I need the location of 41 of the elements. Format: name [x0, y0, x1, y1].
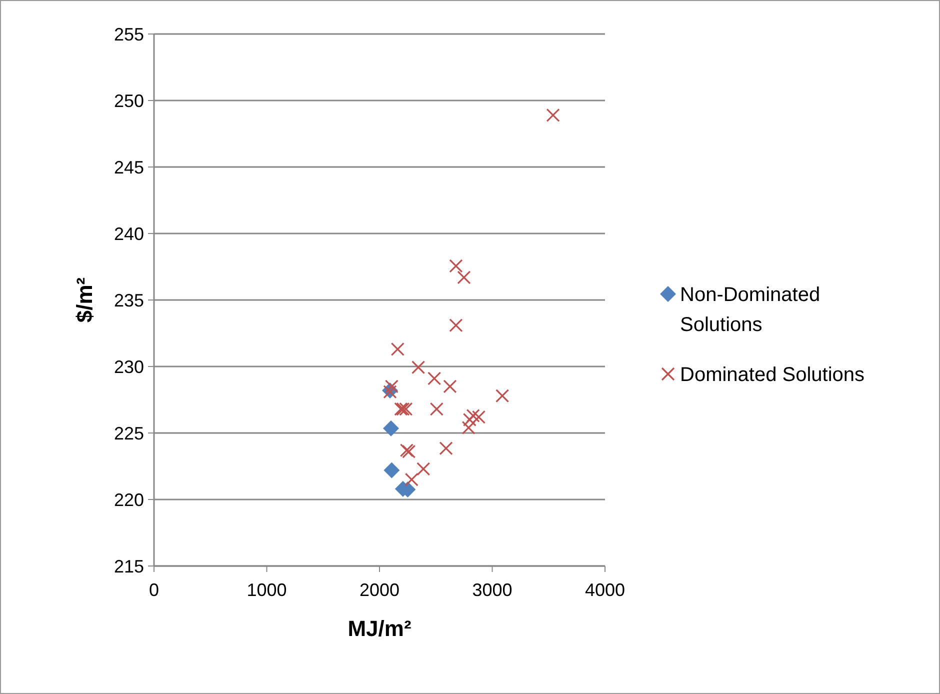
point — [449, 259, 463, 273]
legend-label: Dominated Solutions — [680, 364, 865, 386]
x-tick-label: 4000 — [584, 580, 626, 600]
y-tick-label: 255 — [114, 24, 144, 44]
point — [462, 420, 476, 434]
y-tick-label: 220 — [114, 490, 144, 510]
y-tick-label: 230 — [114, 356, 144, 377]
point — [466, 408, 480, 423]
point — [390, 342, 404, 356]
x-axis-title: MJ/m² — [348, 616, 412, 641]
point — [384, 380, 398, 394]
point — [384, 462, 400, 478]
y-tick-label: 240 — [114, 224, 144, 244]
point — [416, 462, 430, 476]
x-tick-label: 1000 — [246, 580, 287, 600]
point — [400, 443, 414, 458]
point — [430, 402, 444, 416]
y-axis-title: $/m² — [72, 277, 97, 323]
x-tick-label: 2000 — [359, 580, 400, 600]
point — [411, 360, 426, 374]
point — [457, 270, 471, 284]
point — [402, 444, 416, 458]
y-tick-label: 215 — [114, 556, 144, 576]
point — [443, 380, 457, 394]
point — [383, 420, 399, 436]
y-tick-label: 225 — [114, 423, 144, 444]
x-tick-label: 0 — [148, 580, 160, 600]
point — [495, 388, 510, 403]
x-tick-label: 3000 — [472, 580, 512, 600]
point — [546, 108, 560, 122]
point — [462, 412, 476, 426]
y-tick-label: 235 — [114, 290, 144, 310]
point — [449, 318, 463, 332]
point — [404, 472, 418, 486]
y-tick-label: 250 — [114, 90, 144, 111]
point — [427, 372, 442, 386]
point — [399, 402, 413, 416]
point — [472, 410, 486, 424]
point — [439, 441, 453, 456]
legend-label: Non-Dominated Solutions — [680, 284, 820, 336]
y-tick-label: 245 — [114, 157, 144, 178]
